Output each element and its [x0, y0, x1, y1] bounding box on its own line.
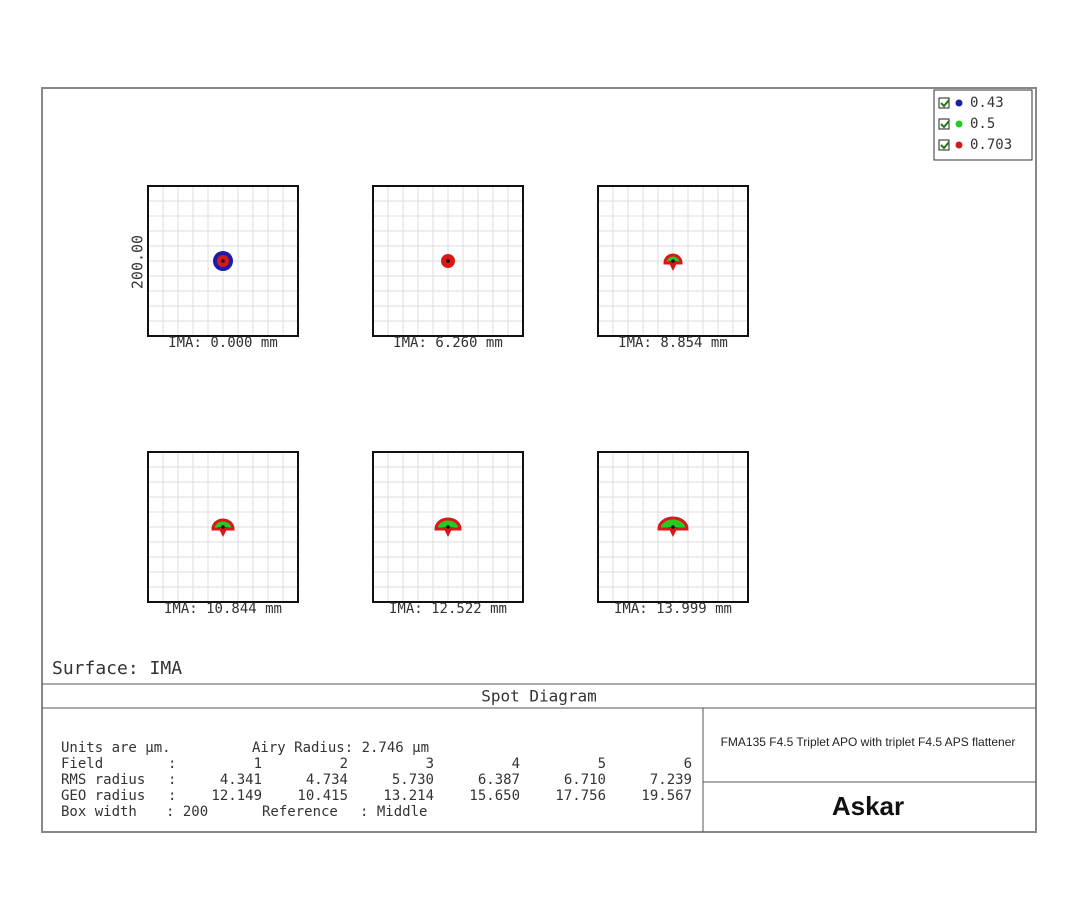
stats-cell: 4.734 [306, 772, 348, 788]
stats-cell: 17.756 [555, 788, 606, 804]
legend-label: 0.703 [970, 137, 1012, 153]
panel-box [372, 185, 524, 337]
stats-cell: : [168, 756, 176, 772]
legend-box [933, 89, 1033, 161]
legend-dot [955, 99, 963, 107]
stats-cell: Units are µm. [61, 740, 171, 756]
stats-cell: 15.650 [469, 788, 520, 804]
stats-cell: 1 [254, 756, 262, 772]
stats-cell: : [168, 788, 176, 804]
description: FMA135 F4.5 Triplet APO with triplet F4.… [721, 735, 1016, 749]
spot-center [221, 525, 225, 529]
panel-box [597, 451, 749, 603]
stats-cell: 6.387 [478, 772, 520, 788]
stats-cell: 5 [598, 756, 606, 772]
panel-box [372, 451, 524, 603]
legend-label: 0.43 [970, 95, 1004, 111]
spot-center [221, 259, 225, 263]
legend-check [940, 99, 950, 108]
panel-label: IMA: 13.999 mm [614, 601, 732, 617]
spot [434, 517, 462, 531]
panel-box [147, 185, 299, 337]
stats-cell: : [168, 772, 176, 788]
stats-cell: 10.415 [297, 788, 348, 804]
stats-cell: Airy Radius: 2.746 µm [252, 740, 429, 756]
legend-checkbox [938, 97, 950, 109]
spot-center [671, 259, 675, 263]
panel-label: IMA: 8.854 mm [618, 335, 728, 351]
stats-cell: Reference [262, 804, 338, 820]
legend-checkbox [938, 118, 950, 130]
spot-center [671, 525, 675, 529]
stats-cell: Field [61, 756, 103, 772]
stats-cell: 3 [426, 756, 434, 772]
legend-check [940, 141, 950, 150]
stats-cell: : 200 [166, 804, 208, 820]
stats-cell: Box width [61, 804, 137, 820]
legend-label: 0.5 [970, 116, 995, 132]
spot [657, 516, 689, 531]
stats-cell: 12.149 [211, 788, 262, 804]
legend-dot [955, 141, 963, 149]
stats-cell: 13.214 [383, 788, 434, 804]
stats-cell: GEO radius [61, 788, 145, 804]
stats-cell: 7.239 [650, 772, 692, 788]
spot [211, 518, 235, 531]
spot [218, 527, 228, 537]
stats-cell: 5.730 [392, 772, 434, 788]
stats-cell: 19.567 [641, 788, 692, 804]
stats-cell: 4 [512, 756, 520, 772]
spot-center [446, 525, 450, 529]
legend-dot [955, 120, 963, 128]
panel-label: IMA: 6.260 mm [393, 335, 503, 351]
stats-cell: : Middle [360, 804, 427, 820]
stats-cell: 6.710 [564, 772, 606, 788]
panel-label: IMA: 10.844 mm [164, 601, 282, 617]
panel-label: IMA: 12.522 mm [389, 601, 507, 617]
legend-checkbox [938, 139, 950, 151]
spot-center [446, 259, 450, 263]
panel-label: IMA: 0.000 mm [168, 335, 278, 351]
panel-box [147, 451, 299, 603]
panel-box [597, 185, 749, 337]
stats-cell: 4.341 [220, 772, 262, 788]
surface-label: Surface: IMA [52, 658, 182, 679]
stats-cell: 6 [684, 756, 692, 772]
logo: Askar [832, 791, 904, 821]
spot [443, 527, 453, 537]
spot [668, 527, 678, 537]
title: Spot Diagram [481, 687, 597, 706]
stats-cell: 2 [340, 756, 348, 772]
axis-label: 200.00 [129, 235, 147, 289]
stats-cell: RMS radius [61, 772, 145, 788]
spot [668, 261, 678, 271]
legend-check [940, 120, 950, 129]
frame [41, 87, 1037, 833]
